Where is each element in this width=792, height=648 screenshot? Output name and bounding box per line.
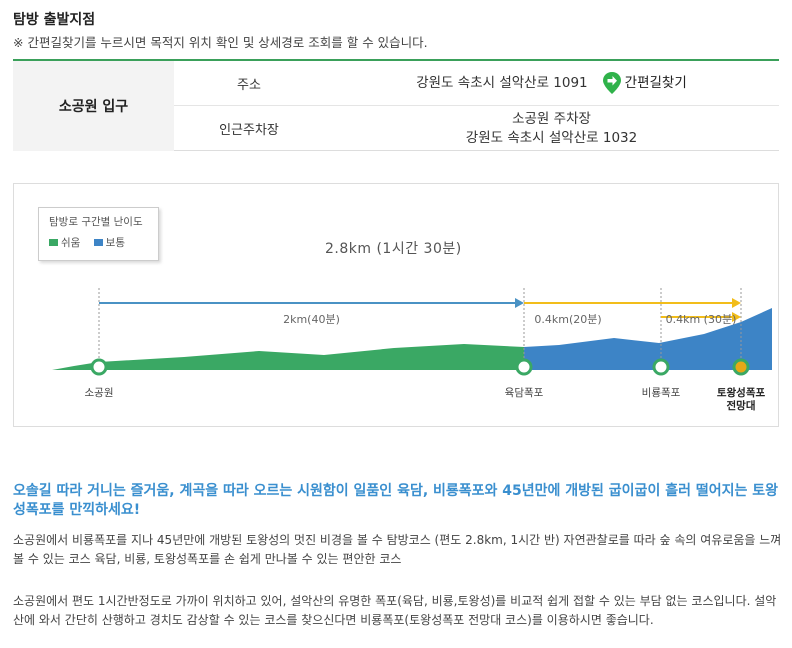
segment-label-1: 0.4km(20분)	[534, 313, 602, 326]
stop-marker-0	[90, 358, 108, 376]
terrain-easy-section	[52, 344, 524, 370]
segment-arrowhead-0	[515, 298, 524, 308]
section-note: ※ 간편길찾기를 누르시면 목적지 위치 확인 및 상세경로 조회를 할 수 있…	[13, 35, 428, 50]
terrain-normal-section	[524, 308, 772, 370]
legend-label-normal: 보통	[105, 237, 125, 249]
legend-swatch-easy	[49, 239, 58, 246]
course-description-2: 소공원에서 편도 1시간반정도로 가까이 위치하고 있어, 설악산의 유명한 폭…	[13, 594, 777, 627]
quick-directions-button[interactable]: 간편길찾기	[602, 71, 687, 95]
map-pin-arrow-icon	[602, 72, 621, 94]
stop-marker-3	[732, 358, 750, 376]
stop-label-3: 토왕성폭포 전망대	[717, 387, 765, 413]
stop-marker-2	[652, 358, 670, 376]
legend-label-easy: 쉬움	[61, 237, 81, 249]
trailhead-name: 소공원 입구	[13, 61, 174, 151]
trail-profile-svg	[52, 288, 772, 376]
parking-name: 소공원 주차장	[512, 110, 591, 127]
address-value-cell: 강원도 속초시 설악산로 1091 간편길찾기	[324, 61, 779, 105]
stop-label-2: 비룡폭포	[641, 387, 681, 399]
parking-row: 인근주차장 소공원 주차장 강원도 속초시 설악산로 1032	[174, 106, 779, 151]
parking-address: 강원도 속초시 설악산로 1032	[465, 129, 638, 146]
course-description-1: 소공원에서 비룡폭포를 지나 45년만에 개방된 토왕성의 멋진 비경을 볼 수…	[13, 533, 782, 566]
segment-arrowhead-2	[732, 312, 741, 322]
quick-directions-label: 간편길찾기	[624, 74, 687, 91]
segment-arrowhead-1	[732, 298, 741, 308]
stop-label-line1: 토왕성폭포	[716, 387, 766, 399]
parking-value-cell: 소공원 주차장 강원도 속초시 설악산로 1032	[324, 106, 779, 151]
stop-marker-1	[515, 358, 533, 376]
stop-label-line2: 전망대	[726, 400, 756, 412]
address-label: 주소	[237, 77, 261, 93]
stop-label-0: 소공원	[84, 387, 114, 399]
legend-swatch-normal	[93, 239, 103, 246]
segment-label-2: 0.4km (30분)	[665, 313, 737, 326]
difficulty-legend: 탐방로 구간별 난이도 쉬움 보통	[38, 207, 159, 261]
parking-label: 인근주차장	[219, 123, 279, 138]
legend-item-easy: 쉬움	[49, 235, 80, 250]
trail-profile-chart: 탐방로 구간별 난이도 쉬움 보통 2.8km (1시간 30분) 2km(40…	[13, 183, 779, 427]
legend-item-normal: 보통	[93, 235, 125, 250]
trailhead-info-table: 소공원 입구 주소 강원도 속초시 설악산로 1091 간편길찾기 인근주차장 …	[13, 59, 779, 151]
course-headline: 오솔길 따라 거니는 즐거움, 계곡을 따라 오르는 시원함이 일품인 육담, …	[13, 483, 778, 518]
address-row: 주소 강원도 속초시 설악산로 1091 간편길찾기	[174, 61, 779, 106]
segment-label-0: 2km(40분)	[283, 313, 340, 326]
stop-label-1: 육담폭포	[504, 387, 544, 399]
legend-title: 탐방로 구간별 난이도	[49, 216, 143, 228]
section-title: 탐방 출발지점	[13, 12, 96, 28]
address-value: 강원도 속초시 설악산로 1091	[416, 74, 588, 91]
total-distance-time: 2.8km (1시간 30분)	[325, 241, 462, 257]
